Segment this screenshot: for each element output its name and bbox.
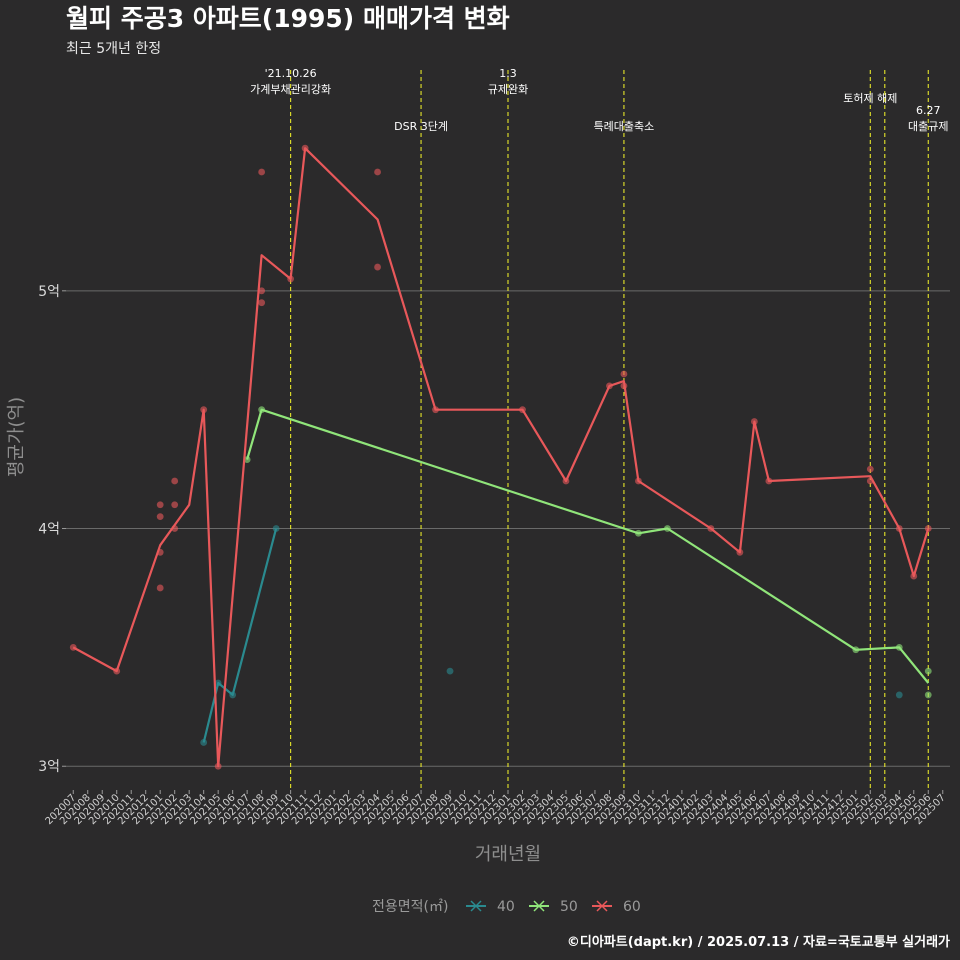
event-label-6-1: 대출규제 (908, 120, 948, 133)
legend: 전용면적(㎡) 40 50 60 (372, 899, 641, 915)
event-label-2-0: 1.3 (499, 67, 517, 80)
point-60-16 (374, 168, 381, 176)
point-40-5 (895, 691, 903, 699)
ytick-label-1: 4억 (38, 522, 60, 538)
series-layer (69, 144, 932, 770)
point-60-5 (156, 584, 164, 592)
point-60-29 (866, 465, 874, 473)
series-60 (69, 144, 932, 770)
legend-title: 전용면적(㎡) (372, 899, 448, 915)
ytick-label-0: 3억 (38, 759, 60, 775)
line-50 (246, 408, 930, 684)
point-60-13 (258, 299, 266, 307)
event-label-1-0: DSR 3단계 (394, 120, 448, 133)
point-50-6 (924, 667, 932, 675)
event-label-0-1: 가계부채관리강화 (250, 83, 331, 96)
line-40 (202, 528, 278, 743)
event-label-0-0: '21.10.26 (265, 67, 317, 80)
legend-label-60: 60 (623, 899, 641, 915)
legend-cross-b-40 (470, 900, 482, 912)
y-axis-title: 평균가(억) (6, 397, 27, 477)
event-label-4-0: 토허제 해제 (843, 91, 897, 105)
legend-cross-b-60 (596, 900, 608, 912)
event-label-6-0: 6.27 (916, 104, 941, 117)
point-60-2 (156, 501, 164, 509)
point-60-7 (171, 501, 179, 509)
point-50-7 (924, 691, 932, 699)
chart-subtitle: 최근 5개년 한정 (66, 41, 161, 57)
point-60-3 (156, 513, 164, 521)
legend-cross-b-50 (533, 900, 545, 912)
event-label-2-1: 규제완화 (488, 83, 528, 96)
chart-caption: ©디아파트(dapt.kr) / 2025.07.13 / 자료=국토교통부 실… (567, 934, 950, 950)
ytick-label-2: 5억 (38, 284, 60, 300)
x-axis-ticks: 2020072020082020092020102020112020122021… (44, 790, 948, 827)
point-60-6 (171, 477, 179, 485)
point-40-4 (446, 667, 454, 675)
point-60-11 (258, 168, 266, 176)
line-60 (72, 147, 930, 768)
series-40 (200, 525, 903, 746)
point-60-22 (620, 370, 628, 378)
legend-label-50: 50 (560, 899, 578, 915)
x-axis-title: 거래년월 (475, 844, 541, 865)
series-50 (243, 406, 932, 699)
chart-title: 월피 주공3 아파트(1995) 매매가격 변화 (66, 4, 510, 33)
point-60-17 (374, 263, 381, 271)
legend-label-40: 40 (497, 899, 515, 915)
point-60-12 (258, 287, 266, 295)
y-axis-ticks: 3억 4억 5억 (38, 284, 66, 775)
event-label-3-0: 특례대출축소 (594, 120, 655, 133)
